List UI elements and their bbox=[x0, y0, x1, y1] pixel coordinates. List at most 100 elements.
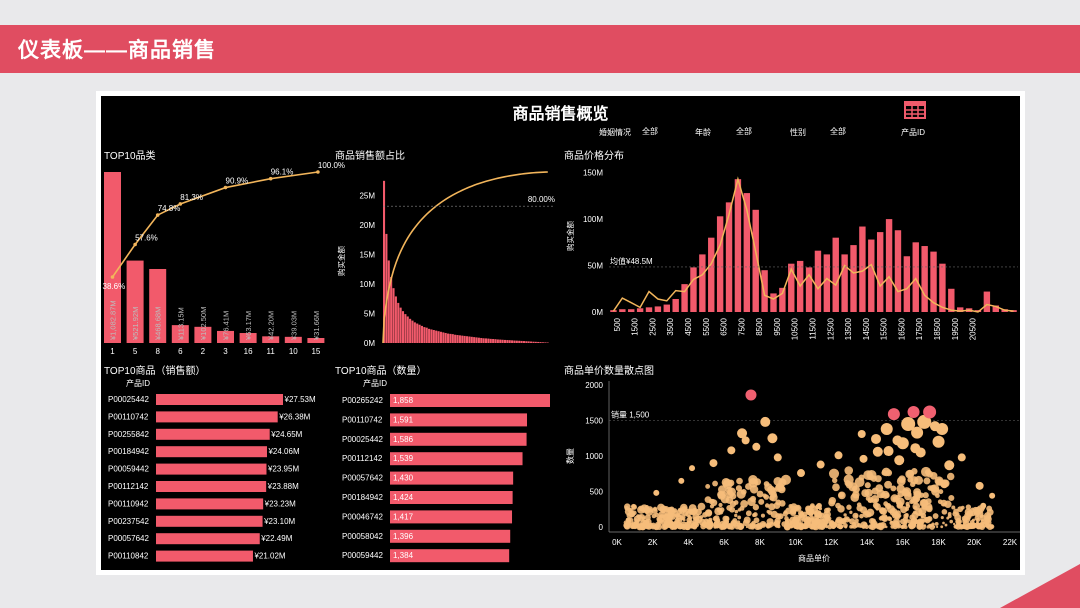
sales-share-bar bbox=[482, 338, 485, 343]
sales-share-bar bbox=[511, 340, 514, 343]
scatter-point bbox=[631, 504, 637, 510]
filter-marital-select[interactable]: 全部 bbox=[642, 127, 658, 136]
scatter-point bbox=[762, 493, 767, 498]
scatter-point bbox=[654, 522, 660, 528]
product-id-filter-label[interactable]: 产品ID bbox=[901, 128, 925, 137]
scatter-point bbox=[653, 489, 660, 496]
products-sales-value: ¥24.06M bbox=[267, 447, 299, 456]
sales-share-cumulative-line bbox=[382, 171, 548, 344]
products-sales-id: P00057642 bbox=[108, 534, 149, 543]
products-sales-bar bbox=[156, 394, 283, 405]
scatter-point bbox=[947, 511, 952, 516]
category-bar bbox=[217, 330, 234, 343]
price-bar bbox=[983, 291, 991, 312]
price-bar bbox=[734, 179, 742, 312]
scatter-point bbox=[727, 523, 733, 530]
products-sales-bar bbox=[156, 463, 267, 475]
scatter-point bbox=[750, 523, 756, 529]
scatter-point bbox=[780, 486, 786, 492]
sales-share-bar bbox=[437, 331, 440, 343]
scatter-point bbox=[645, 507, 654, 516]
scatter-point bbox=[740, 488, 747, 495]
scatter-point bbox=[855, 525, 858, 528]
scatter-point bbox=[897, 524, 901, 528]
filter-age-select[interactable]: 全部 bbox=[736, 127, 752, 136]
scatter-point bbox=[932, 435, 945, 448]
scatter-point bbox=[850, 525, 855, 529]
scatter-point bbox=[920, 512, 927, 519]
sales-share-bar bbox=[539, 342, 542, 343]
scatter-point bbox=[768, 503, 776, 511]
products-sales-header: 产品ID bbox=[126, 378, 150, 388]
scatter-point bbox=[828, 468, 840, 479]
scatter-point bbox=[835, 516, 843, 524]
scatter-point bbox=[914, 475, 924, 485]
products-qty-value: 1,396 bbox=[393, 532, 414, 541]
filter-gender-select[interactable]: 全部 bbox=[830, 127, 846, 136]
panel-title-sales-share: 商品销售额占比 bbox=[335, 151, 405, 162]
scatter-point bbox=[678, 507, 682, 512]
scatter-point bbox=[938, 489, 944, 495]
scatter-point bbox=[737, 428, 748, 439]
sales-share-bar bbox=[409, 318, 412, 343]
sales-share-bar bbox=[508, 340, 511, 343]
cumulative-point bbox=[110, 275, 115, 279]
dashboard: 商品销售概览 婚姻情况 全部 年龄 全部 性别 全部 产品ID TOP10品类 … bbox=[101, 96, 1020, 570]
scatter-point bbox=[774, 522, 780, 528]
scatter-point bbox=[826, 507, 831, 513]
scatter-point bbox=[913, 510, 917, 515]
products-qty-id: P00112142 bbox=[342, 454, 383, 463]
scatter-point bbox=[688, 508, 694, 515]
scatter-point bbox=[974, 515, 980, 521]
cumulative-point bbox=[316, 170, 320, 174]
scatter-point bbox=[935, 478, 943, 486]
scatter-point bbox=[760, 513, 766, 518]
filter-gender-label: 性别 bbox=[790, 128, 806, 137]
products-qty-id: P00025442 bbox=[342, 435, 383, 444]
sales-share-bar bbox=[503, 339, 507, 343]
scatter-point bbox=[832, 477, 838, 484]
scatter-ytick: 2000 bbox=[585, 381, 603, 390]
price-bar bbox=[930, 251, 937, 312]
scatter-point bbox=[838, 491, 845, 498]
sales-share-bar bbox=[401, 311, 405, 343]
sales-share-bar bbox=[439, 331, 442, 343]
scatter-point bbox=[705, 484, 711, 489]
price-bar bbox=[948, 288, 955, 312]
scatter-point bbox=[931, 522, 935, 527]
scatter-ytick: 0 bbox=[599, 523, 604, 532]
products-sales-bar bbox=[156, 515, 263, 527]
products-qty-id: P00265242 bbox=[342, 396, 383, 405]
scatter-point bbox=[680, 521, 688, 529]
category-tick-label: 5 bbox=[133, 347, 138, 356]
scatter-point bbox=[752, 504, 759, 511]
scatter-point bbox=[735, 485, 743, 492]
scatter-ytick: 1000 bbox=[585, 452, 603, 461]
price-bar bbox=[1010, 310, 1017, 312]
scatter-point bbox=[733, 500, 739, 505]
category-bar bbox=[284, 336, 302, 343]
price-bar bbox=[885, 219, 893, 312]
sales-share-ytick: 20M bbox=[359, 221, 375, 230]
price-xtick: 16500 bbox=[897, 317, 906, 340]
products-sales-id: P00184942 bbox=[108, 447, 149, 456]
scatter-point-cloud bbox=[623, 466, 995, 531]
category-tick-label: 1 bbox=[110, 347, 115, 356]
sales-share-bar bbox=[454, 334, 457, 343]
scatter-point bbox=[745, 510, 752, 517]
products-qty-value: 1,430 bbox=[393, 474, 414, 483]
sales-share-bar bbox=[515, 340, 518, 343]
products-sales-id: P00110842 bbox=[108, 552, 149, 561]
sales-share-bar bbox=[428, 328, 431, 343]
scatter-point bbox=[792, 518, 796, 522]
scatter-point bbox=[689, 465, 696, 472]
sales-share-bar bbox=[420, 325, 424, 343]
category-bar bbox=[239, 333, 257, 343]
scatter-point bbox=[859, 513, 864, 519]
sales-share-bar bbox=[541, 342, 544, 343]
scatter-point bbox=[903, 521, 908, 526]
table-grid-icon[interactable] bbox=[904, 101, 926, 119]
scatter-point bbox=[773, 476, 783, 486]
price-bar bbox=[636, 308, 644, 312]
scatter-point bbox=[710, 499, 718, 507]
